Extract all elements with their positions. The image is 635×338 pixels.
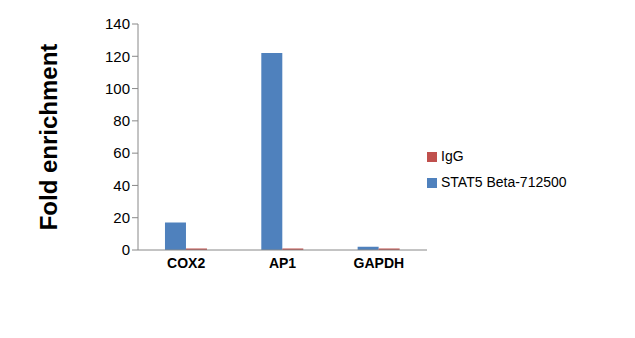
html-text:IgG: IgG: [441, 148, 464, 164]
html-text:STAT5 Beta-712500: STAT5 Beta-712500: [441, 174, 567, 190]
svg-text:80: 80: [113, 112, 130, 129]
svg-text:120: 120: [105, 48, 130, 65]
svg-text:100: 100: [105, 80, 130, 97]
svg-text:60: 60: [113, 144, 130, 161]
svg-text:Fold enrichment: Fold enrichment: [35, 44, 62, 231]
svg-text:20: 20: [113, 209, 130, 226]
svg-text:COX2: COX2: [167, 255, 205, 271]
svg-text:AP1: AP1: [269, 255, 296, 271]
svg-text:GAPDH: GAPDH: [354, 255, 405, 271]
svg-text:140: 140: [105, 15, 130, 32]
svg-text:40: 40: [113, 177, 130, 194]
svg-text:0: 0: [122, 241, 130, 258]
